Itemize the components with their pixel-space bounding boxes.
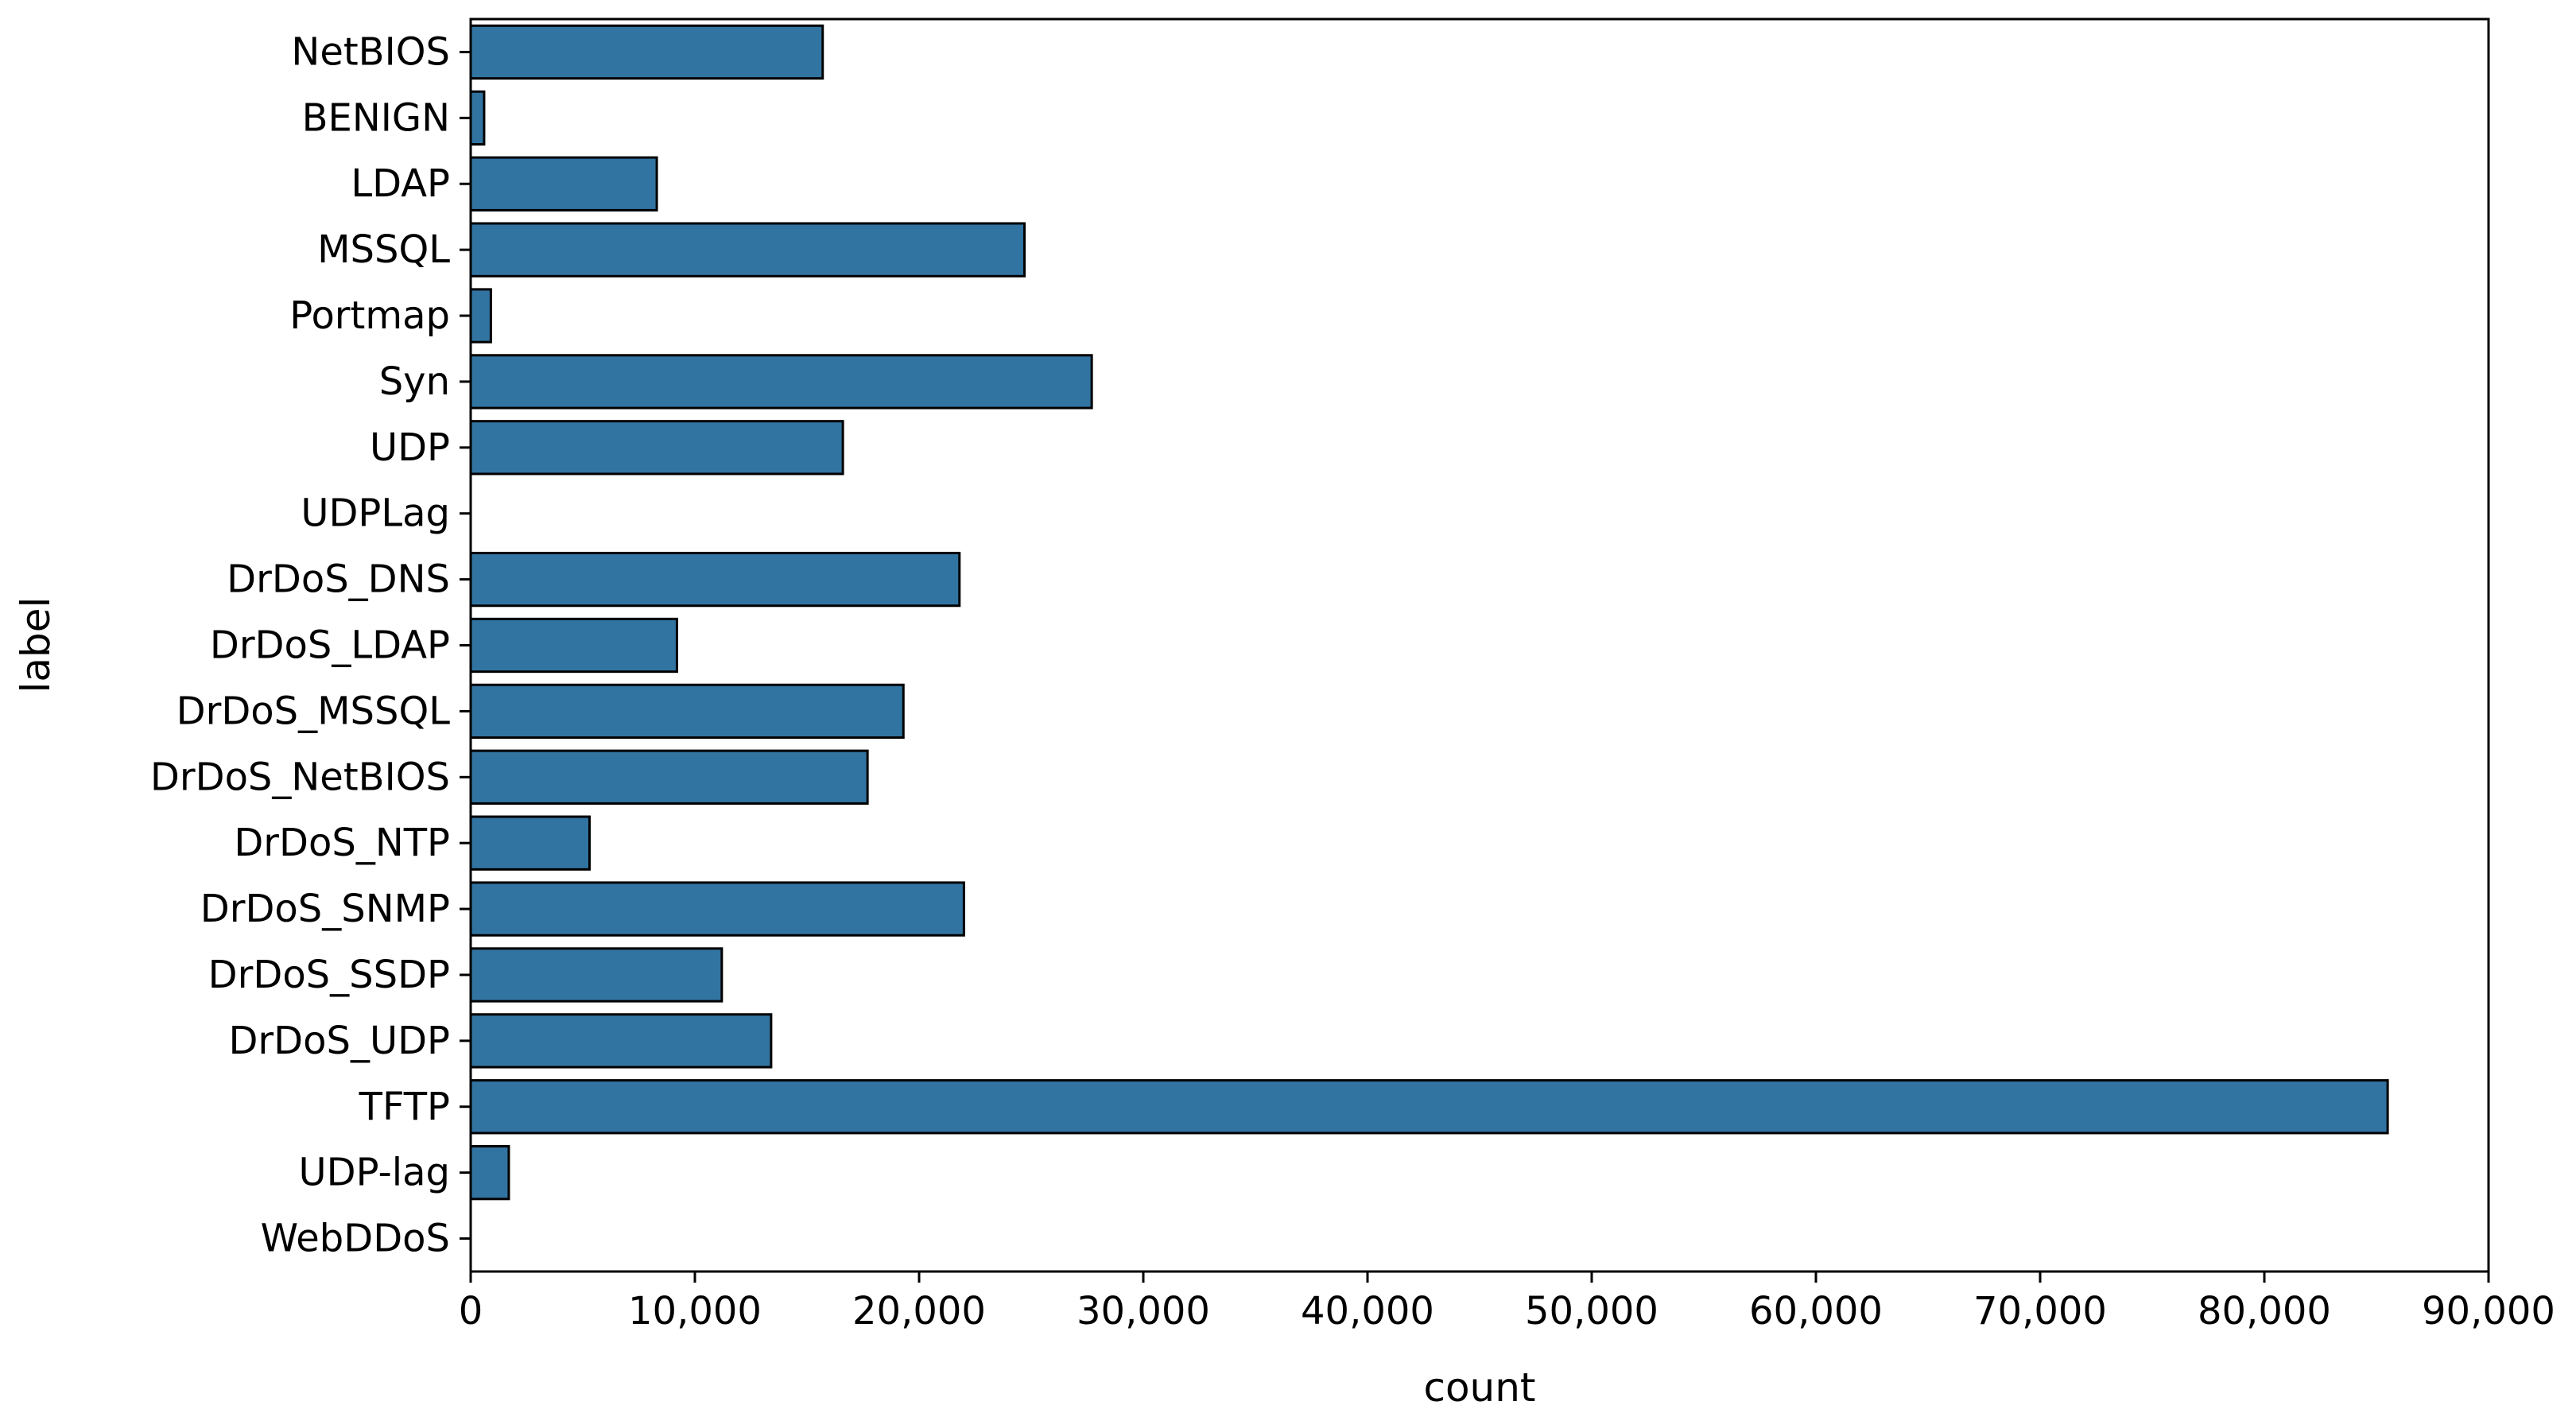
x-axis-title: count [1423,1365,1535,1411]
bar-portmap [469,288,492,344]
bar-netbios [469,24,824,80]
bar-drdos-ssdp [469,947,724,1003]
y-tick-label: DrDoS_MSSQL [177,689,451,733]
y-tick-label: Syn [379,359,450,404]
bar-benign [469,90,486,146]
bars-layer [469,24,2389,1201]
bar-drdos-netbios [469,749,869,805]
bar-mssql [469,222,1026,278]
bar-ldap [469,156,658,212]
y-tick-label: DrDoS_DNS [227,557,450,602]
x-tick-label: 0 [459,1289,483,1334]
x-tick-label: 30,000 [1077,1289,1210,1334]
bar-udp [469,420,844,476]
x-tick-label: 40,000 [1301,1289,1434,1334]
bar-tftp [469,1079,2389,1135]
y-tick-label: DrDoS_UDP [228,1019,450,1063]
bar-drdos-mssql [469,683,905,740]
y-tick-label: DrDoS_NTP [234,821,450,865]
bar-drdos-ldap [469,617,678,674]
bar-drdos-ntp [469,815,591,871]
y-tick-label: DrDoS_LDAP [210,623,450,668]
y-tick-label: WebDDoS [261,1217,450,1261]
y-axis-title: label [13,597,59,693]
x-tick-label: 20,000 [852,1289,986,1334]
y-tick-label: UDP [370,425,450,470]
y-tick-label: BENIGN [302,95,450,140]
y-tick-label: Portmap [289,293,450,338]
y-tick-label: DrDoS_SNMP [200,887,450,931]
y-tick-label: UDP-lag [298,1151,450,1195]
y-tick-label: LDAP [351,161,450,206]
x-axis: 0 10,000 20,000 30,000 40,000 50,000 60,000 70,… [459,1272,2555,1334]
bar-drdos-udp [469,1013,773,1069]
bar-drdos-snmp [469,881,965,937]
y-axis: NetBIOS BENIGN LDAP MSSQL Portmap Syn UDP UDPLa… [150,29,471,1261]
y-tick-label: TFTP [359,1085,450,1129]
x-tick-label: 60,000 [1749,1289,1883,1334]
y-tick-label: NetBIOS [291,29,450,74]
bar-drdos-dns [469,551,961,608]
x-tick-label: 50,000 [1525,1289,1658,1334]
y-tick-label: DrDoS_NetBIOS [150,755,450,799]
bar-udp-lag [469,1145,510,1201]
x-tick-label: 80,000 [2198,1289,2331,1334]
y-tick-label: MSSQL [317,227,450,272]
y-tick-label: UDPLag [301,491,450,536]
bar-syn [469,354,1093,410]
y-tick-label: DrDoS_SSDP [208,953,450,997]
x-tick-label: 90,000 [2422,1289,2555,1334]
x-tick-label: 70,000 [1973,1289,2107,1334]
x-tick-label: 10,000 [628,1289,762,1334]
